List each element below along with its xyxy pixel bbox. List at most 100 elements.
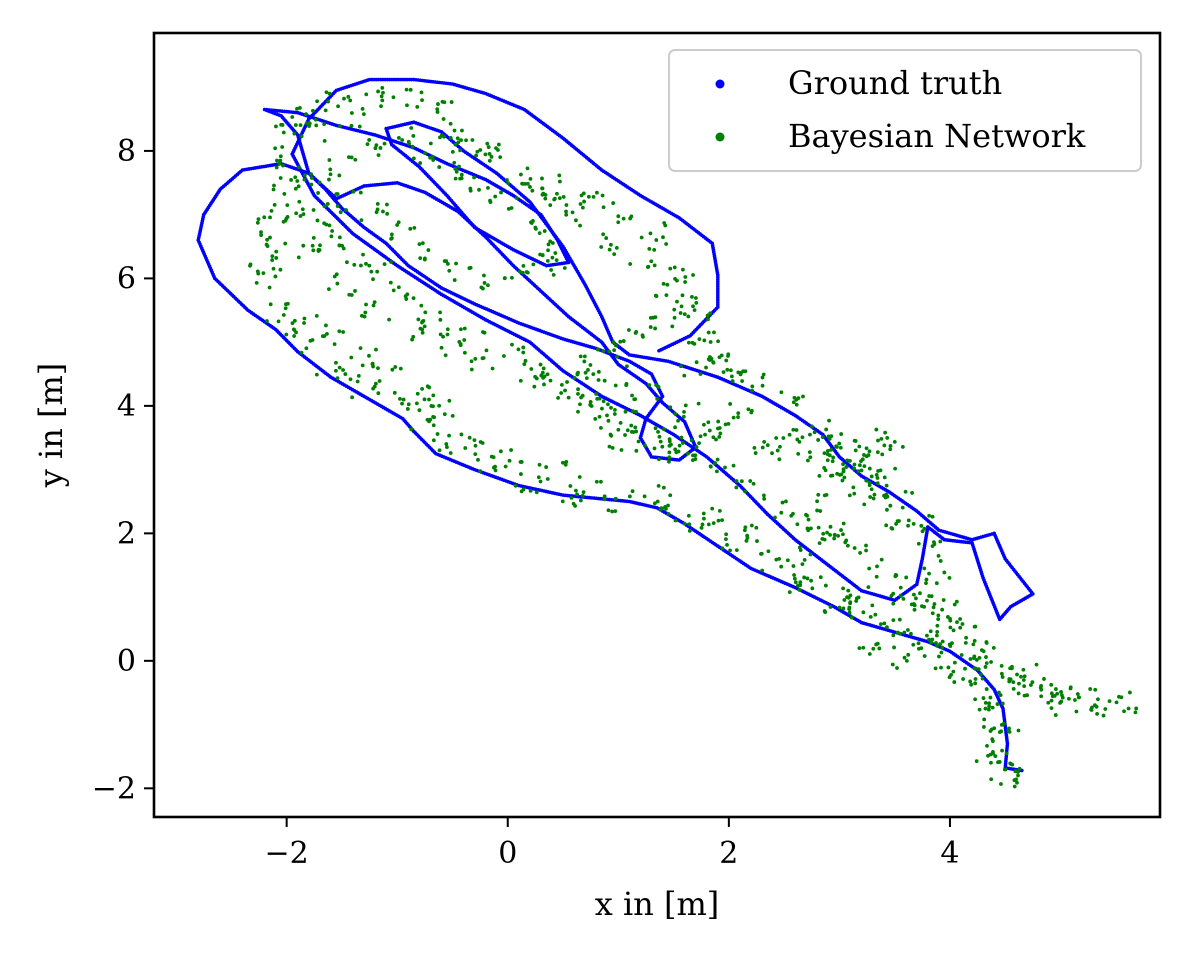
bayesian-network-point bbox=[672, 307, 677, 312]
bayesian-network-point bbox=[634, 448, 639, 453]
bayesian-network-point bbox=[415, 391, 420, 396]
bayesian-network-point bbox=[371, 303, 376, 308]
bayesian-network-point bbox=[467, 435, 472, 440]
bayesian-network-point bbox=[632, 397, 637, 402]
bayesian-network-point bbox=[362, 314, 367, 319]
bayesian-network-point bbox=[510, 275, 514, 280]
bayesian-network-point bbox=[314, 372, 319, 377]
bayesian-network-point bbox=[647, 383, 652, 387]
bayesian-network-point bbox=[420, 319, 425, 324]
bayesian-network-point bbox=[682, 521, 687, 526]
bayesian-network-point bbox=[791, 564, 796, 568]
bayesian-network-point bbox=[934, 633, 939, 638]
bayesian-network-point bbox=[302, 173, 307, 178]
bayesian-network-point bbox=[422, 324, 427, 329]
bayesian-network-point bbox=[698, 372, 703, 376]
bayesian-network-point bbox=[416, 317, 421, 322]
bayesian-network-point bbox=[884, 523, 889, 528]
bayesian-network-point bbox=[878, 622, 883, 627]
bayesian-network-point bbox=[569, 495, 574, 500]
bayesian-network-point bbox=[807, 450, 812, 455]
bayesian-network-point bbox=[734, 485, 739, 490]
bayesian-network-point bbox=[806, 458, 810, 463]
bayesian-network-point bbox=[847, 610, 852, 615]
bayesian-network-point bbox=[420, 330, 425, 335]
bayesian-network-point bbox=[454, 169, 459, 174]
bayesian-network-point bbox=[674, 450, 679, 455]
bayesian-network-point bbox=[437, 448, 442, 453]
bayesian-network-point bbox=[324, 323, 328, 328]
bayesian-network-point bbox=[540, 253, 545, 257]
bayesian-network-point bbox=[525, 166, 530, 171]
bayesian-network-point bbox=[313, 117, 318, 122]
bayesian-network-point bbox=[268, 215, 272, 220]
bayesian-network-point bbox=[973, 677, 978, 681]
bayesian-network-point bbox=[935, 629, 940, 634]
bayesian-network-point bbox=[392, 390, 397, 395]
bayesian-network-point bbox=[387, 317, 391, 322]
bayesian-network-point bbox=[774, 436, 779, 440]
bayesian-network-point bbox=[552, 196, 557, 201]
bayesian-network-point bbox=[939, 650, 944, 655]
bayesian-network-point bbox=[888, 447, 893, 452]
bayesian-network-point bbox=[322, 122, 327, 127]
bayesian-network-point bbox=[602, 494, 607, 499]
bayesian-network-point bbox=[292, 318, 297, 323]
bayesian-network-point bbox=[1015, 780, 1019, 785]
bayesian-network-point bbox=[595, 190, 599, 195]
bayesian-network-point bbox=[643, 443, 647, 448]
bayesian-network-point bbox=[593, 416, 598, 421]
bayesian-network-point bbox=[682, 409, 686, 414]
bayesian-network-point bbox=[524, 270, 529, 274]
bayesian-network-point bbox=[291, 327, 296, 332]
bayesian-network-point bbox=[441, 117, 446, 121]
bayesian-network-point bbox=[418, 256, 423, 261]
bayesian-network-point bbox=[1022, 684, 1027, 689]
bayesian-network-point bbox=[999, 782, 1003, 786]
bayesian-network-point bbox=[347, 155, 351, 160]
bayesian-network-point bbox=[675, 299, 679, 304]
bayesian-network-point bbox=[989, 660, 993, 664]
bayesian-network-point bbox=[349, 123, 354, 128]
bayesian-network-point bbox=[398, 397, 402, 401]
bayesian-network-point bbox=[483, 152, 488, 157]
bayesian-network-point bbox=[938, 642, 942, 647]
bayesian-network-point bbox=[314, 123, 319, 128]
bayesian-network-point bbox=[626, 328, 631, 332]
bayesian-network-point bbox=[724, 537, 728, 541]
bayesian-network-point bbox=[922, 566, 927, 571]
bayesian-network-point bbox=[278, 158, 283, 163]
bayesian-network-point bbox=[797, 588, 802, 592]
bayesian-network-point bbox=[940, 607, 945, 612]
bayesian-network-point bbox=[326, 99, 330, 104]
bayesian-network-point bbox=[930, 514, 935, 519]
bayesian-network-point bbox=[537, 462, 542, 467]
bayesian-network-point bbox=[821, 531, 826, 536]
bayesian-network-point bbox=[576, 409, 580, 414]
bayesian-network-point bbox=[575, 372, 580, 377]
bayesian-network-point bbox=[519, 472, 523, 476]
bayesian-network-point bbox=[973, 681, 978, 686]
bayesian-network-point bbox=[502, 354, 506, 358]
bayesian-network-point bbox=[613, 509, 618, 514]
bayesian-network-point bbox=[389, 236, 394, 241]
bayesian-network-point bbox=[409, 126, 414, 130]
bayesian-network-point bbox=[859, 468, 864, 473]
bayesian-network-point bbox=[743, 369, 748, 374]
bayesian-network-point bbox=[344, 208, 349, 212]
bayesian-network-point bbox=[337, 329, 342, 334]
bayesian-network-point bbox=[683, 275, 688, 279]
bayesian-network-point bbox=[600, 193, 605, 198]
bayesian-network-point bbox=[861, 610, 866, 615]
bayesian-network-point bbox=[468, 265, 473, 270]
bayesian-network-point bbox=[353, 289, 357, 293]
bayesian-network-point bbox=[422, 397, 427, 402]
bayesian-network-point bbox=[1088, 687, 1093, 691]
bayesian-network-point bbox=[874, 427, 879, 432]
bayesian-network-point bbox=[324, 222, 329, 227]
bayesian-network-point bbox=[327, 91, 332, 96]
bayesian-network-point bbox=[928, 629, 933, 634]
bayesian-network-point bbox=[487, 158, 492, 163]
bayesian-network-point bbox=[996, 760, 1000, 765]
bayesian-network-point bbox=[847, 493, 852, 498]
